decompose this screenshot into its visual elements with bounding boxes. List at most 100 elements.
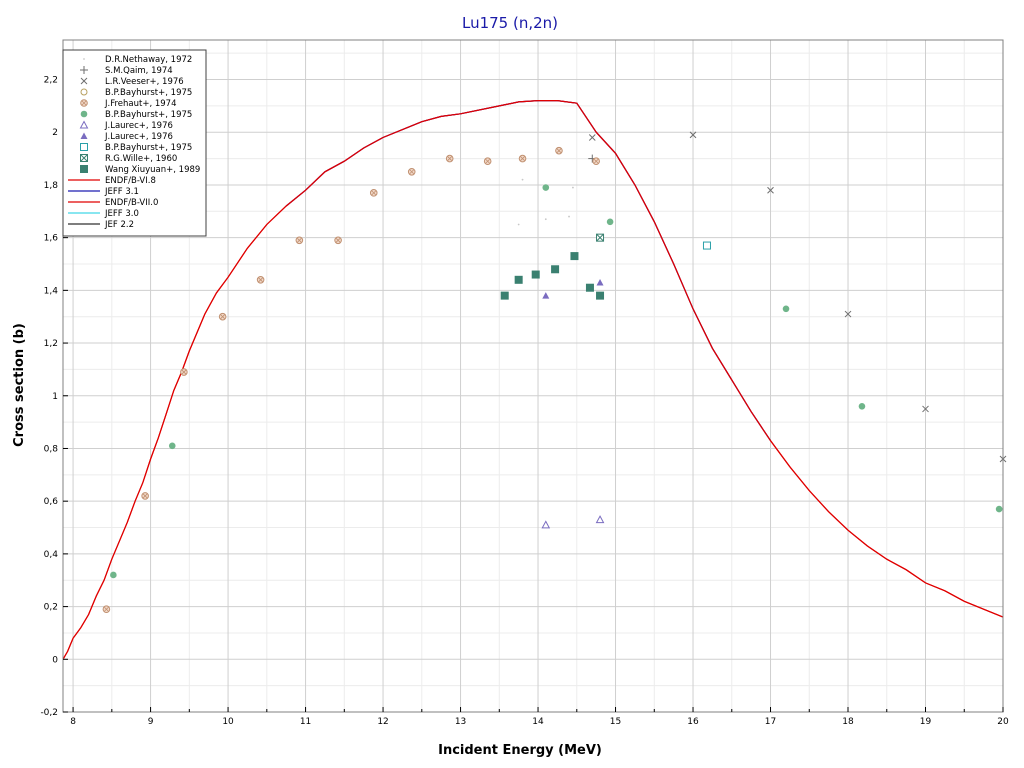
data-point-l-r-veeser-1976 — [588, 134, 596, 141]
data-point-j-frehaut-1974 — [555, 146, 563, 155]
data-point-j-frehaut-1974-hatch-b — [447, 156, 452, 161]
data-point-j-frehaut-1974 — [295, 236, 304, 245]
curve-endf-b-vii-0 — [62, 100, 1004, 660]
x-tick-label: 14 — [532, 717, 544, 727]
data-point-wang-xiuyuan-1989 — [570, 252, 579, 261]
evaluation-curves — [62, 100, 1004, 660]
data-point-d-r-nethaway-1972 — [544, 218, 547, 221]
legend-label: R.G.Wille+, 1960 — [105, 154, 177, 164]
legend-label: ENDF/B-VII.0 — [105, 198, 158, 208]
legend-label: Wang Xiuyuan+, 1989 — [105, 165, 200, 175]
y-tick-label: -0,2 — [40, 708, 58, 718]
data-point-l-r-veeser-1976-b — [844, 310, 852, 318]
y-tick-label: 0,6 — [44, 497, 59, 507]
data-point-j-frehaut-1974 — [483, 157, 492, 166]
data-point-r-g-wille-1960-cross-b — [596, 233, 604, 242]
data-point-j-frehaut-1974 — [445, 154, 454, 163]
data-point-l-r-veeser-1976-b — [922, 405, 929, 413]
data-point-wang-xiuyuan-1989 — [596, 291, 605, 300]
y-tick-label: 1,6 — [44, 234, 59, 244]
data-point-b-p-bayhurst-1975 — [995, 505, 1003, 513]
data-point-d-r-nethaway-1972 — [568, 215, 570, 218]
x-tick-label: 19 — [920, 717, 932, 727]
data-point-j-frehaut-1974 — [256, 276, 265, 284]
data-point-j-frehaut-1974-hatch-b — [335, 237, 341, 243]
data-point-b-p-bayhurst-1975 — [606, 218, 614, 226]
legend-marker-hatch-b — [81, 100, 87, 106]
data-point-b-p-bayhurst-1975 — [702, 241, 711, 250]
data-point-wang-xiuyuan-1989 — [500, 291, 509, 300]
data-point-l-r-veeser-1976 — [922, 405, 929, 413]
legend-marker — [80, 165, 88, 173]
x-tick-label: 15 — [610, 717, 621, 727]
x-tick-label: 13 — [455, 717, 466, 727]
x-tick-label: 16 — [687, 717, 699, 727]
legend-marker — [80, 88, 88, 96]
data-point-j-frehaut-1974-hatch-b — [181, 369, 187, 375]
data-point-j-frehaut-1974 — [218, 312, 227, 321]
data-point-j-frehaut-1974-hatch-b — [220, 314, 225, 319]
data-point-j-laurec-1976 — [595, 515, 605, 524]
data-point-b-p-bayhurst-1975 — [110, 571, 117, 579]
data-point-j-frehaut-1974-hatch-b — [593, 158, 599, 164]
y-tick-label: 0,8 — [44, 444, 59, 454]
x-tick-label: 9 — [148, 717, 154, 727]
x-tick-label: 17 — [765, 717, 776, 727]
y-tick-label: 1,2 — [44, 339, 58, 349]
data-point-j-laurec-1976 — [541, 520, 551, 529]
x-tick-label: 10 — [222, 717, 234, 727]
data-point-d-r-nethaway-1972 — [572, 186, 574, 189]
legend-marker — [80, 77, 88, 85]
legend-label: JEF 2.2 — [104, 220, 134, 230]
plot-frame — [62, 39, 1004, 713]
legend-label: B.P.Bayhurst+, 1975 — [105, 88, 192, 98]
data-point-j-frehaut-1974-hatch-b — [556, 148, 562, 153]
data-point-b-p-bayhurst-1975 — [168, 442, 176, 450]
data-point-b-p-bayhurst-1975 — [542, 184, 550, 191]
x-tick-label: 8 — [70, 717, 76, 727]
y-tick-label: 0 — [52, 655, 58, 665]
legend-label: L.R.Veeser+, 1976 — [105, 77, 184, 87]
data-point-l-r-veeser-1976 — [767, 186, 774, 194]
data-point-j-frehaut-1974 — [407, 167, 416, 176]
legend-label: B.P.Bayhurst+, 1975 — [105, 110, 192, 120]
x-axis-title: Incident Energy (MeV) — [438, 743, 602, 758]
legend-marker — [80, 143, 88, 151]
data-point-j-laurec-1976 — [542, 292, 550, 299]
experimental-points — [102, 131, 1007, 614]
y-tick-label: 0,2 — [44, 603, 58, 613]
x-tick-label: 12 — [377, 717, 388, 727]
legend-label: J.Laurec+, 1976 — [104, 121, 173, 131]
data-point-l-r-veeser-1976 — [689, 131, 697, 139]
legend-label: ENDF/B-VI.8 — [105, 176, 156, 186]
data-point-j-laurec-1976 — [596, 278, 604, 286]
x-tick-label: 20 — [997, 717, 1009, 727]
y-tick-label: 0,4 — [44, 550, 59, 560]
y-tick-label: 1,8 — [44, 181, 59, 191]
grid — [63, 40, 1004, 713]
legend-marker — [80, 99, 88, 107]
data-point-l-r-veeser-1976-b — [588, 134, 596, 141]
legend-label: JEFF 3.1 — [104, 187, 139, 197]
data-point-j-frehaut-1974-hatch-b — [485, 158, 490, 164]
data-point-j-frehaut-1974-hatch-b — [371, 190, 377, 196]
legend-label: D.R.Nethaway, 1972 — [105, 55, 192, 65]
legend-marker-b — [80, 77, 88, 85]
data-point-j-frehaut-1974 — [592, 157, 600, 166]
data-point-j-frehaut-1974-hatch-b — [520, 156, 525, 161]
data-point-j-frehaut-1974 — [180, 368, 188, 376]
data-point-j-frehaut-1974 — [518, 154, 527, 163]
data-point-b-p-bayhurst-1975 — [858, 403, 866, 410]
data-point-j-frehaut-1974-hatch-b — [104, 606, 109, 612]
data-point-wang-xiuyuan-1989 — [551, 265, 560, 274]
data-point-j-frehaut-1974-hatch-b — [409, 169, 415, 175]
data-point-wang-xiuyuan-1989 — [585, 283, 594, 292]
data-point-b-p-bayhurst-1975 — [782, 305, 790, 313]
chart-title: Lu175 (n,2n) — [462, 14, 558, 32]
data-point-j-frehaut-1974-hatch-b — [142, 493, 148, 499]
data-point-wang-xiuyuan-1989 — [514, 275, 523, 284]
axes: 8 9 10 11 12 13 14 15 16 17 18 19 20-0,200,20,40,60,… — [40, 39, 1009, 727]
